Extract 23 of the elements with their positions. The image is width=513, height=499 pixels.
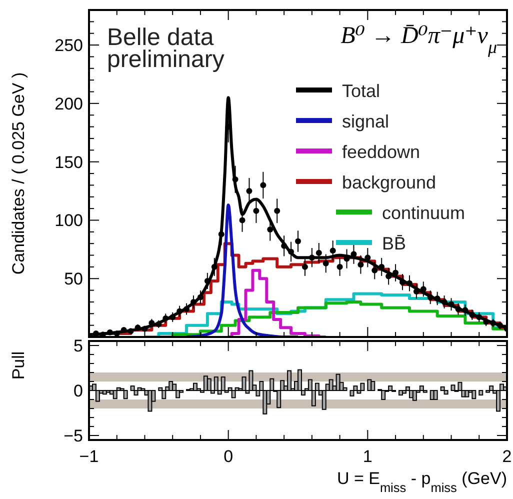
y-tick-label: 0 xyxy=(74,382,83,400)
legend-label: BB̄ xyxy=(382,234,406,254)
y-tick-label: 250 xyxy=(54,36,83,56)
legend-label: feeddown xyxy=(342,142,420,162)
y-tick-label: 200 xyxy=(54,94,83,114)
annotation: B⁰ → D̄⁰π⁻μ⁺ν$_{μ}$ xyxy=(340,23,497,57)
y-tick-label: 50 xyxy=(64,270,83,289)
x-axis-title: U = E$_{miss}$ - p$_{miss}$ (GeV) xyxy=(336,469,507,494)
x-tick-label: 2 xyxy=(502,447,512,466)
legend-label: Total xyxy=(342,81,380,101)
x-tick-label: 1 xyxy=(362,447,372,466)
annotation: Belle data preliminary xyxy=(107,24,224,73)
y-tick-label: 150 xyxy=(54,152,83,172)
legend-label: signal xyxy=(342,112,390,132)
y-axis-title: Pull xyxy=(9,351,28,380)
x-tick-label: −1 xyxy=(79,447,99,466)
y-tick-label: 100 xyxy=(54,211,83,230)
legend-label: continuum xyxy=(382,203,466,223)
x-tick-label: 0 xyxy=(224,447,234,466)
y-tick-label: 5 xyxy=(74,336,83,356)
y-axis-title: Candidates / ( 0.025 GeV ) xyxy=(9,72,28,275)
legend-label: background xyxy=(342,172,436,192)
y-tick-label: −5 xyxy=(64,426,83,446)
